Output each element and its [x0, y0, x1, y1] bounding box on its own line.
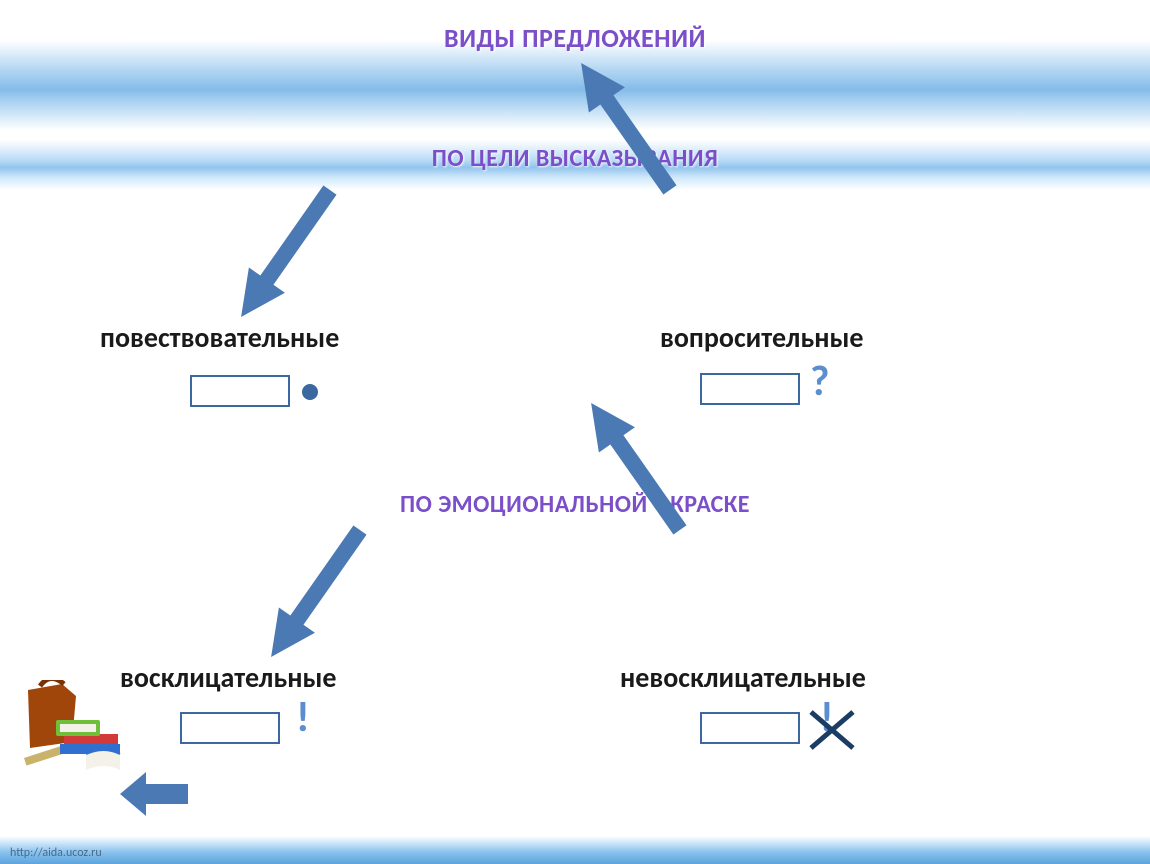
school-supplies-icon [20, 680, 140, 780]
footer-url: http://aida.ucoz.ru [10, 846, 102, 860]
arrow-to-declarative [214, 173, 355, 338]
node-declarative: повествовательные [100, 320, 339, 355]
node-non-exclamatory: невосклицательные [620, 660, 866, 695]
section2-title: ПО ЭМОЦИОНАЛЬНОЙ ОКРАСКЕ [0, 490, 1150, 519]
schema-box-interrogative [700, 373, 800, 405]
schema-box-non-exclamatory [700, 712, 800, 744]
exclamation-mark-icon: ! [296, 692, 310, 743]
schema-box-exclamatory [180, 712, 280, 744]
question-mark-icon: ? [810, 356, 829, 407]
decorative-wave-bottom [0, 836, 1150, 864]
arrow-to-interrogative [554, 42, 695, 207]
slide-stage: ВИДЫ ПРЕДЛОЖЕНИЙ ПО ЦЕЛИ ВЫСКАЗЫВАНИЯ ПО… [0, 0, 1150, 864]
arrow-to-exclamatory [244, 513, 385, 678]
cross-out-icon [807, 708, 857, 752]
schema-box-declarative [190, 375, 290, 407]
period-icon [302, 384, 318, 400]
main-title: ВИДЫ ПРЕДЛОЖЕНИЙ [0, 22, 1150, 54]
node-interrogative: вопросительные [660, 320, 864, 355]
node-exclamatory: восклицательные [120, 660, 337, 695]
arrow-to-non-exclamatory [564, 382, 705, 547]
section1-title: ПО ЦЕЛИ ВЫСКАЗЫВАНИЯ [0, 144, 1150, 173]
main-title-text: ВИДЫ ПРЕДЛОЖЕНИЙ [444, 22, 706, 54]
